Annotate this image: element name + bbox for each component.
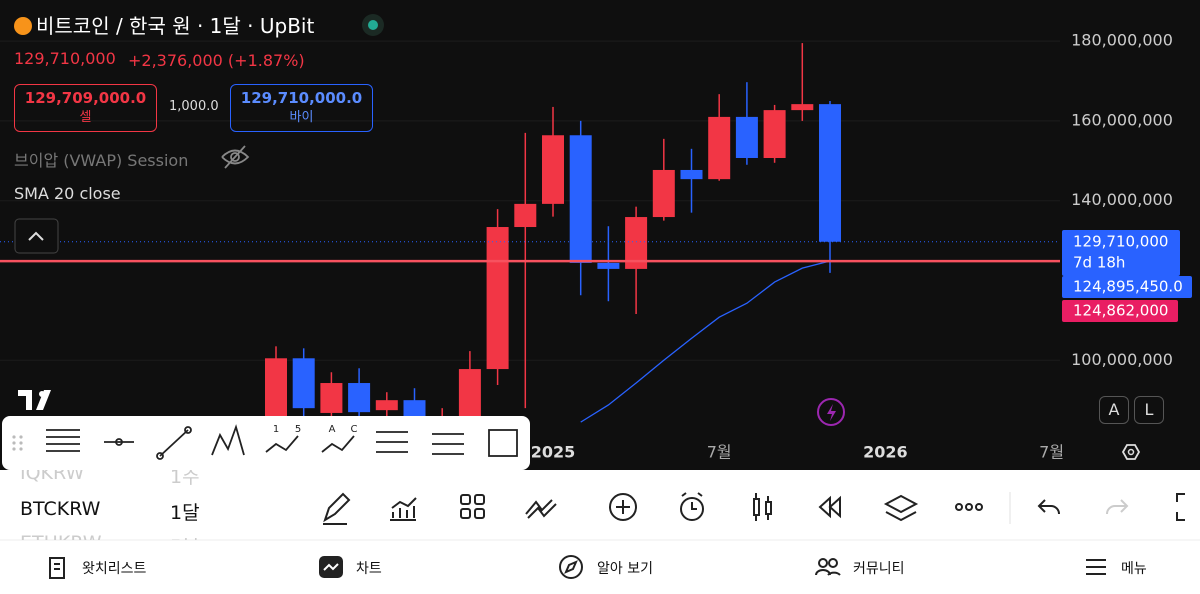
svg-text:C: C (351, 424, 358, 435)
y-tick-label: 180,000,000 (1071, 31, 1173, 50)
nav-item[interactable]: 메뉴 (1121, 561, 1147, 577)
candle-body (514, 203, 537, 228)
y-tick-label: 100,000,000 (1071, 350, 1173, 369)
candle-body (708, 116, 731, 180)
price-label-box (1062, 230, 1180, 276)
price-label: 129,710,000 (1073, 233, 1168, 251)
symbol[interactable]: IQKRW (20, 470, 85, 484)
candle-body (486, 227, 509, 370)
collapse-button[interactable] (14, 218, 59, 254)
sma-label: 124,895,450.0 (1073, 278, 1183, 296)
tool-gann[interactable] (432, 433, 464, 455)
candle-body (542, 135, 564, 204)
candle-body (458, 369, 481, 417)
watchlist: IQKRW 1주 BTCKRW 1달 ETHKRW 5분 (0, 470, 300, 540)
tool-fib[interactable] (376, 431, 408, 453)
candle-body (569, 135, 592, 263)
candle-body (652, 169, 675, 218)
settings-icon[interactable] (1121, 444, 1141, 460)
svg-text:5: 5 (295, 424, 301, 435)
candle-body (597, 262, 620, 269)
countdown: 7d 18h (1073, 254, 1125, 272)
title-text: 비트코인 / 한국 원 · 1달 · UpBit (36, 14, 315, 38)
log-scale-button[interactable]: L (1134, 396, 1164, 424)
status (362, 14, 384, 36)
tool-wave[interactable] (265, 435, 299, 453)
candle-body (292, 358, 315, 409)
alert-label-box (1062, 300, 1178, 322)
symbol[interactable]: ETHKRW (20, 532, 102, 540)
tool-pattern[interactable] (211, 424, 245, 456)
sell-label: 셀 (79, 110, 92, 125)
sell-button[interactable]: 129,709,000.0 셀 (14, 84, 157, 132)
buy-price: 129,710,000.0 (240, 89, 363, 107)
toolbar-icons[interactable] (323, 492, 1185, 525)
sell-price: 129,709,000.0 (24, 89, 147, 107)
drawing-toolbar: 1 5 A C (2, 416, 530, 470)
x-tick-label: 7월 (1039, 443, 1064, 462)
indicator-vwap[interactable]: 브이압 (VWAP) Session (14, 151, 189, 170)
tool-trend[interactable] (159, 429, 189, 457)
nav-item[interactable]: 차트 (356, 561, 382, 577)
interval[interactable]: 1주 (170, 470, 200, 488)
candle-body (348, 383, 371, 413)
spread: 1,000.0 (169, 99, 219, 114)
title: 비트코인 / 한국 원 · 1달 · UpBit (14, 10, 314, 39)
tool-rect[interactable] (488, 429, 518, 457)
candle-body (320, 383, 343, 413)
alert-label: 124,862,000 (1073, 302, 1168, 320)
symbol[interactable]: BTCKRW (20, 498, 101, 520)
last-price: 129,710,000 (14, 49, 116, 68)
chart-background (0, 0, 1200, 470)
x-tick-label: 2026 (863, 443, 908, 462)
tool-abc[interactable] (321, 435, 355, 453)
sma-line (580, 260, 831, 423)
nav-item[interactable]: 커뮤니티 (853, 561, 905, 577)
buy-label: 바이 (289, 110, 314, 125)
nav-icons[interactable] (49, 555, 1106, 579)
interval[interactable]: 5분 (170, 532, 200, 540)
nav-item[interactable]: 왓치리스트 (82, 561, 147, 577)
x-tick-label: 7월 (707, 443, 732, 462)
candle-body (265, 358, 287, 421)
tool-lines[interactable] (46, 429, 80, 452)
candle-body (791, 104, 814, 111)
x-tick-label: 2025 (531, 443, 576, 462)
price-change: +2,376,000 (+1.87%) (128, 51, 305, 70)
event-icon[interactable] (817, 398, 845, 426)
candle-body (735, 116, 758, 158)
sma-label-box (1062, 276, 1192, 298)
y-tick-label: 160,000,000 (1071, 110, 1173, 129)
candle-body (680, 169, 703, 180)
auto-scale-button[interactable]: A (1099, 396, 1129, 424)
svg-text:1: 1 (273, 424, 279, 435)
nav-item[interactable]: 알아 보기 (597, 561, 653, 577)
buy-button[interactable]: 129,710,000.0 바이 (230, 84, 373, 132)
candle-body (625, 217, 648, 269)
indicator-sma[interactable]: SMA 20 close (14, 184, 121, 203)
candle-body (763, 110, 786, 158)
candle-body (375, 400, 398, 411)
candle-body (819, 104, 841, 242)
hide-icon[interactable] (221, 145, 250, 169)
svg-text:A: A (329, 424, 336, 435)
interval[interactable]: 1달 (170, 502, 200, 524)
y-tick-label: 140,000,000 (1071, 190, 1173, 209)
